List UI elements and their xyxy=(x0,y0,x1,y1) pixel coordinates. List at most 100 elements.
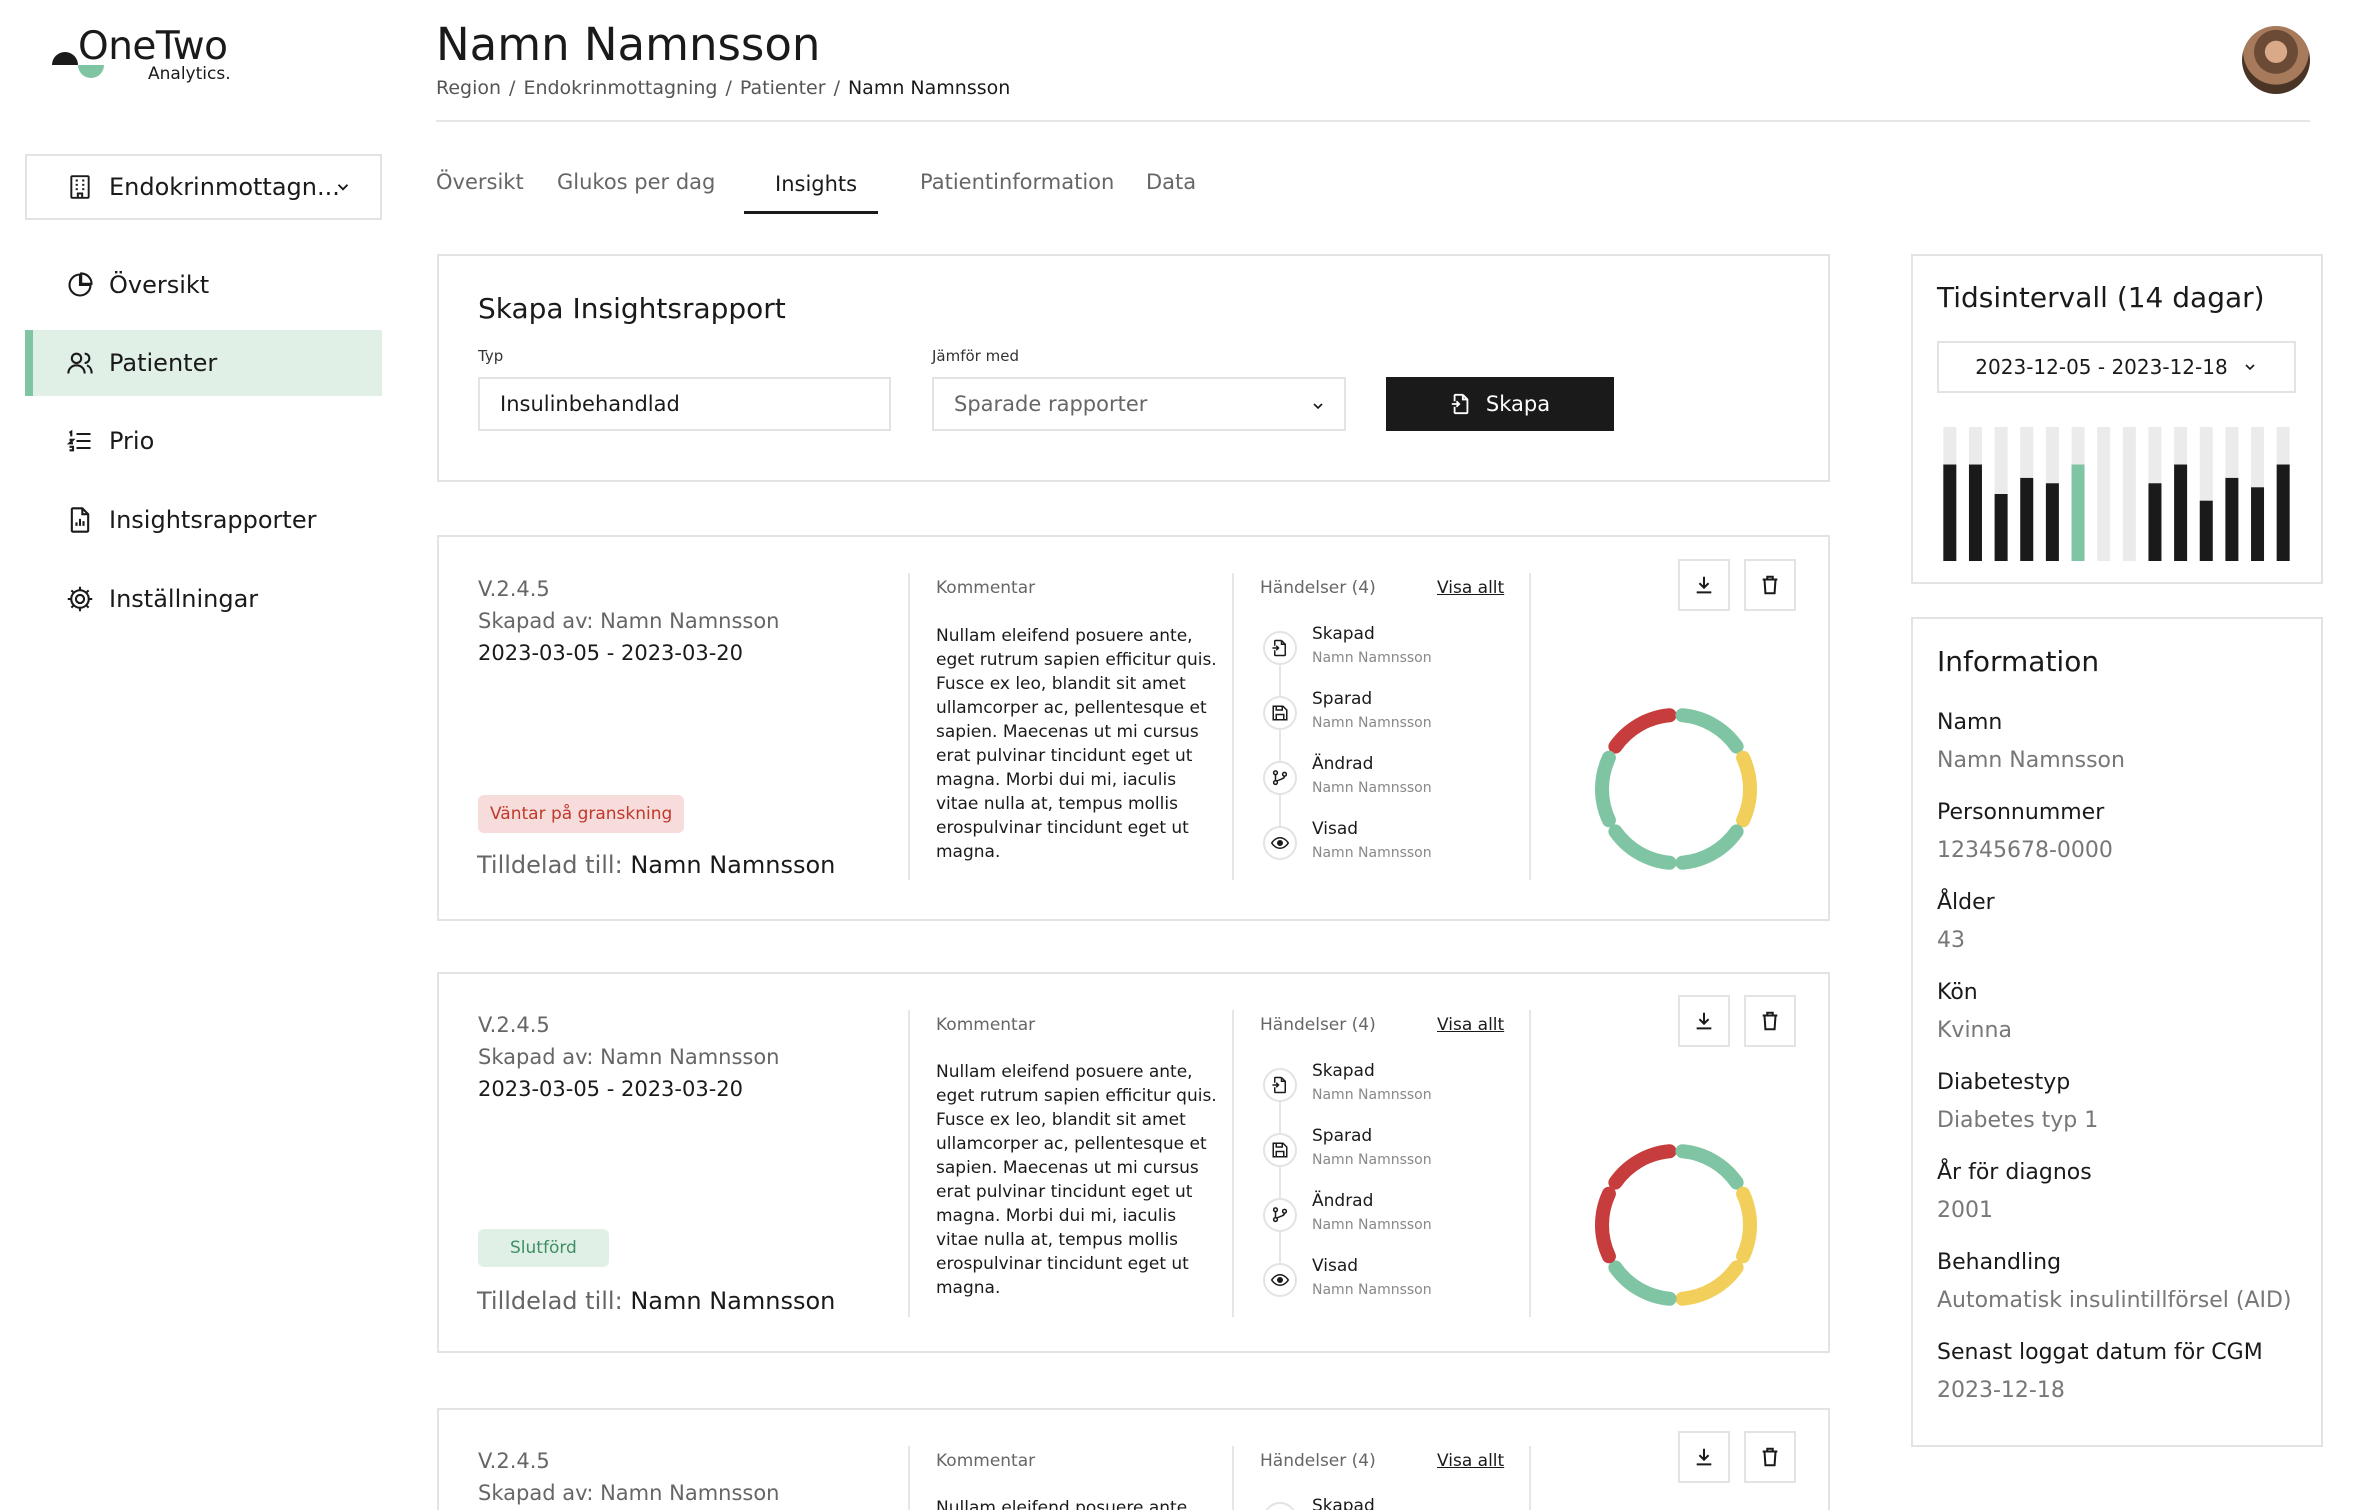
divider xyxy=(908,1446,910,1510)
tab-glukos-per-dag[interactable]: Glukos per dag xyxy=(557,170,716,194)
delete-button[interactable] xyxy=(1744,995,1796,1047)
create-icon xyxy=(1263,1068,1297,1102)
sidebar-item-patienter[interactable]: Patienter xyxy=(25,330,382,396)
show-all-link[interactable]: Visa allt xyxy=(1437,1451,1505,1471)
show-all-link[interactable]: Visa allt xyxy=(1437,578,1505,598)
breadcrumb-separator: / xyxy=(833,77,840,99)
download-icon xyxy=(1696,576,1712,594)
sidebar-item-installningar[interactable]: Inställningar xyxy=(25,566,382,632)
create-icon xyxy=(1263,631,1297,665)
save-icon xyxy=(1263,696,1297,730)
eye-icon xyxy=(1263,1263,1297,1297)
tab-active-indicator xyxy=(744,211,878,214)
ring-segment xyxy=(1608,1144,1677,1190)
date-range-select[interactable]: 2023-12-05 - 2023-12-18 xyxy=(1937,341,2296,393)
date-range-value: 2023-12-05 - 2023-12-18 xyxy=(1975,355,2228,379)
assigned-label: Tilldelad till: xyxy=(477,851,623,879)
day-bar xyxy=(2071,464,2085,561)
ring-segment xyxy=(1608,824,1677,870)
create-report-panel xyxy=(437,254,1830,482)
divider xyxy=(908,1010,910,1317)
pie-chart-icon xyxy=(65,270,95,300)
day-bar xyxy=(2225,477,2239,561)
ring-segment xyxy=(1675,1144,1744,1190)
create-report-button[interactable]: Skapa xyxy=(1386,377,1614,431)
report-created-by: Skapad av: Namn Namnsson xyxy=(478,609,780,633)
divider xyxy=(1529,1010,1531,1317)
ring-segment xyxy=(1595,750,1616,828)
report-assigned: Tilldelad till: Namn Namnsson xyxy=(477,1287,835,1315)
interval-title: Tidsintervall (14 dagar) xyxy=(1937,281,2265,314)
report-created-by: Skapad av: Namn Namnsson xyxy=(478,1481,780,1505)
download-button[interactable] xyxy=(1678,559,1730,611)
day-bar xyxy=(2251,487,2265,561)
sidebar-item-oversikt[interactable]: Översikt xyxy=(25,252,382,318)
breadcrumb-clinic[interactable]: Endokrinmottagning xyxy=(523,77,718,99)
assigned-name[interactable]: Namn Namnsson xyxy=(630,1287,836,1315)
sidebar-item-insightsrapporter[interactable]: Insightsrapporter xyxy=(25,487,382,553)
tab-insights[interactable]: Insights xyxy=(775,172,858,196)
ring-segment xyxy=(1595,1186,1616,1264)
clinic-select-value: Endokrinmottagn... xyxy=(109,173,340,201)
compare-select[interactable]: Sparade rapporter xyxy=(932,377,1346,431)
download-button[interactable] xyxy=(1678,1431,1730,1483)
delete-button[interactable] xyxy=(1744,1431,1796,1483)
report-dates: 2023-03-05 - 2023-03-20 xyxy=(478,641,744,665)
download-button[interactable] xyxy=(1678,995,1730,1047)
brand-logo[interactable]: OneTwo Analytics. xyxy=(52,24,252,84)
breadcrumb-separator: / xyxy=(725,77,732,99)
divider xyxy=(1529,573,1531,880)
tab-patientinformation[interactable]: Patientinformation xyxy=(920,170,1115,194)
clinic-select[interactable]: Endokrinmottagn... xyxy=(25,154,382,220)
tab-data[interactable]: Data xyxy=(1146,170,1197,194)
page-title: Namn Namnsson xyxy=(436,18,821,71)
info-label: Ålder xyxy=(1937,890,1995,915)
day-bar xyxy=(1994,494,2008,561)
trash-icon xyxy=(1762,1447,1778,1467)
divider xyxy=(1232,573,1234,880)
info-value: Automatisk insulintillförsel (AID) xyxy=(1937,1288,2292,1313)
tab-oversikt[interactable]: Översikt xyxy=(436,170,524,194)
info-label: Diabetestyp xyxy=(1937,1070,2071,1095)
day-bar xyxy=(2174,464,2188,561)
logo-subtitle: Analytics. xyxy=(148,64,231,84)
event-by: Namn Namnsson xyxy=(1312,1152,1432,1168)
event-by: Namn Namnsson xyxy=(1312,715,1432,731)
divider xyxy=(1529,1446,1531,1510)
info-value: Kvinna xyxy=(1937,1018,2012,1043)
info-value: Namn Namnsson xyxy=(1937,748,2125,773)
daily-bar-chart xyxy=(1943,427,2290,561)
chevron-down-icon xyxy=(1313,403,1323,410)
sidebar-item-prio[interactable]: Prio xyxy=(25,408,382,474)
report-assigned: Tilldelad till: Namn Namnsson xyxy=(477,851,835,879)
ring-segment xyxy=(1608,1260,1677,1306)
type-field-value: Insulinbehandlad xyxy=(500,392,680,416)
breadcrumb-separator: / xyxy=(509,77,516,99)
breadcrumb-region[interactable]: Region xyxy=(436,77,502,99)
bar-track xyxy=(2097,427,2111,561)
event-title: Sparad xyxy=(1312,1126,1373,1146)
timeline-line xyxy=(1279,650,1281,840)
ring-segment xyxy=(1675,824,1744,870)
assigned-name[interactable]: Namn Namnsson xyxy=(630,851,836,879)
report-version: V.2.4.5 xyxy=(478,577,550,601)
list-icon xyxy=(65,426,95,456)
avatar[interactable] xyxy=(2242,26,2310,94)
sidebar-item-label: Inställningar xyxy=(109,585,259,613)
show-all-link[interactable]: Visa allt xyxy=(1437,1015,1505,1035)
event-title: Skapad xyxy=(1312,1496,1375,1510)
delete-button[interactable] xyxy=(1744,559,1796,611)
information-panel xyxy=(1911,617,2323,1447)
trash-icon xyxy=(1762,1011,1778,1031)
edit-branch-icon xyxy=(1263,761,1297,795)
day-bar xyxy=(2045,483,2059,561)
compare-label: Jämför med xyxy=(932,347,1019,365)
breadcrumb-patients[interactable]: Patienter xyxy=(739,77,826,99)
comment-label: Kommentar xyxy=(936,1015,1036,1035)
events-label: Händelser (4) xyxy=(1260,1451,1376,1471)
type-field[interactable]: Insulinbehandlad xyxy=(478,377,891,431)
information-title: Information xyxy=(1937,645,2100,678)
day-bar xyxy=(1968,464,1982,561)
event-title: Visad xyxy=(1312,819,1359,839)
logo-title: OneTwo xyxy=(78,24,228,69)
